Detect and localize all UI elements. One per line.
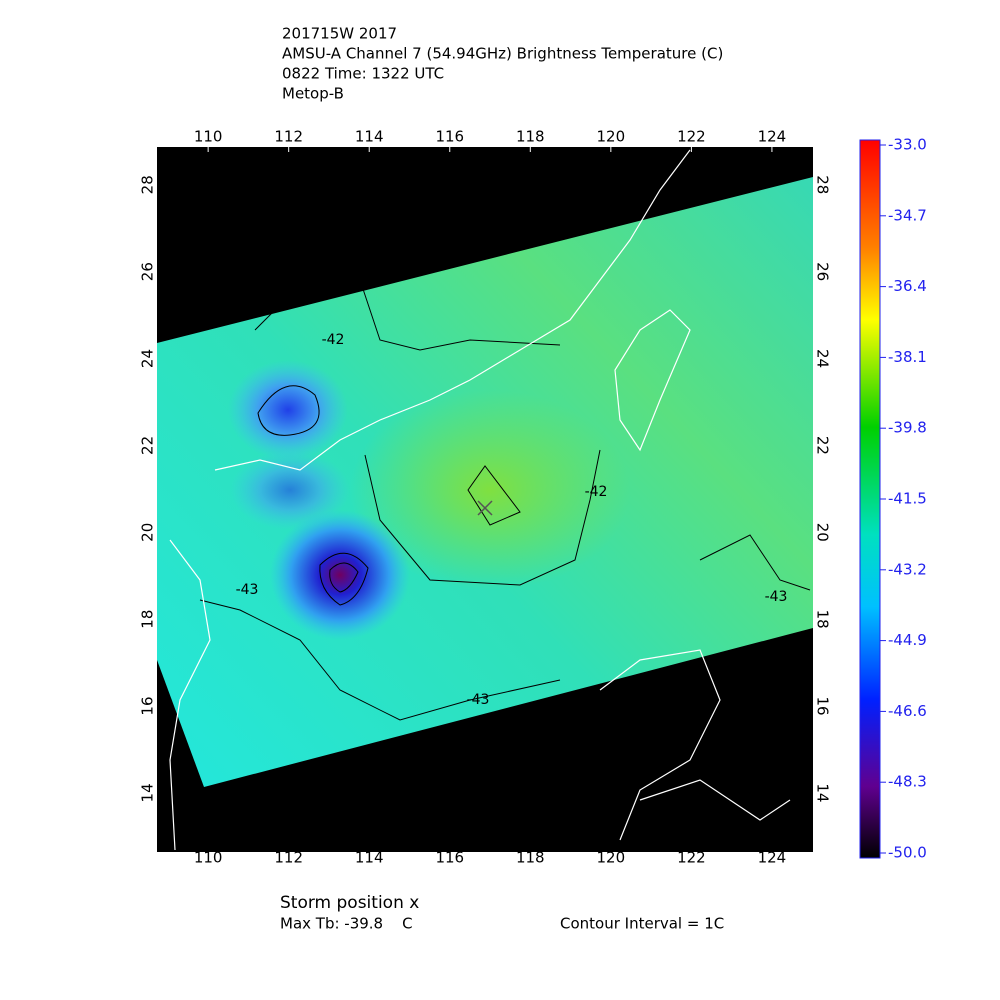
lat-tick-label: 24 — [814, 349, 832, 368]
lon-tick-label: 120 — [597, 849, 626, 867]
lat-tick-label: 28 — [814, 175, 832, 194]
lon-tick-label: 110 — [194, 849, 223, 867]
contour-label: -42 — [585, 484, 608, 500]
colorbar-tick-label: -50.0 — [888, 844, 927, 862]
lat-tick-label: 20 — [814, 523, 832, 542]
map-ticks: 110 110 112 112 114 114 116 116 118 118 120 120 122 1… — [139, 128, 832, 867]
lat-tick-label: 18 — [814, 610, 832, 629]
colorbar-tick-label: -39.8 — [888, 419, 927, 437]
colorbar-tick-label: -48.3 — [888, 773, 927, 791]
contours — [199, 279, 811, 721]
lon-tick-label: 114 — [355, 849, 384, 867]
lat-tick-label: 20 — [139, 523, 157, 542]
lon-tick-label: 118 — [516, 849, 545, 867]
colorbar-tick-label: -46.6 — [888, 702, 927, 720]
lon-tick-label: 112 — [274, 849, 303, 867]
max-tb: Max Tb: -39.8 C — [280, 915, 413, 933]
colorbar-tick-label: -36.4 — [888, 277, 927, 295]
coastlines — [169, 149, 791, 851]
lon-tick-label: 124 — [758, 849, 787, 867]
lat-tick-label: 26 — [814, 262, 832, 281]
title-line: 201715W 2017 — [282, 25, 397, 43]
lon-tick-label: 122 — [677, 849, 706, 867]
lat-tick-label: 16 — [814, 697, 832, 716]
storm-note: Storm position x — [280, 893, 419, 913]
colorbar-tick-label: -33.0 — [888, 136, 927, 154]
colorbar-tick-label: -43.2 — [888, 560, 927, 578]
lat-tick-label: 14 — [814, 783, 832, 802]
colorbar-tick-label: -44.9 — [888, 631, 927, 649]
title-line: 0822 Time: 1322 UTC — [282, 65, 444, 83]
contour-label: -43 — [765, 589, 788, 605]
lat-tick-label: 28 — [139, 175, 157, 194]
lon-tick-label: 116 — [435, 128, 464, 146]
title-block: 201715W 2017 AMSU-A Channel 7 (54.94GHz) … — [282, 25, 723, 103]
contour-label: -42 — [322, 332, 345, 348]
lat-tick-label: 18 — [139, 610, 157, 629]
colorbar-tick-label: -38.1 — [888, 348, 927, 366]
title-line: AMSU-A Channel 7 (54.94GHz) Brightness T… — [282, 45, 723, 63]
lon-tick-label: 124 — [758, 128, 787, 146]
lon-tick-label: 122 — [677, 128, 706, 146]
colorbar: -33.0 -34.7 -36.4 -38.1 -39.8 -41.5 -43.2 -44.9… — [859, 136, 927, 862]
lon-tick-label: 116 — [435, 849, 464, 867]
storm-marker — [477, 500, 493, 516]
lon-tick-label: 114 — [355, 128, 384, 146]
lat-tick-label: 22 — [139, 436, 157, 455]
lat-tick-label: 16 — [139, 697, 157, 716]
lon-tick-label: 110 — [194, 128, 223, 146]
colorbar-scale — [859, 139, 881, 859]
lat-tick-label: 26 — [139, 262, 157, 281]
footer: Storm position x Max Tb: -39.8 C Contour I… — [280, 893, 724, 933]
lon-tick-label: 112 — [274, 128, 303, 146]
lon-tick-label: 120 — [597, 128, 626, 146]
colorbar-tick-label: -41.5 — [888, 490, 927, 508]
lat-tick-label: 22 — [814, 436, 832, 455]
title-line: Metop-B — [282, 85, 344, 103]
contour-interval: Contour Interval = 1C — [560, 915, 724, 933]
contour-label: -43 — [236, 582, 259, 598]
lat-tick-label: 24 — [139, 349, 157, 368]
colorbar-tick-label: -34.7 — [888, 206, 927, 224]
lon-tick-label: 118 — [516, 128, 545, 146]
lat-tick-label: 14 — [139, 783, 157, 802]
contour-labels: -42 -42 -43 -43 -43 — [236, 332, 788, 708]
contour-label: -43 — [467, 692, 490, 708]
